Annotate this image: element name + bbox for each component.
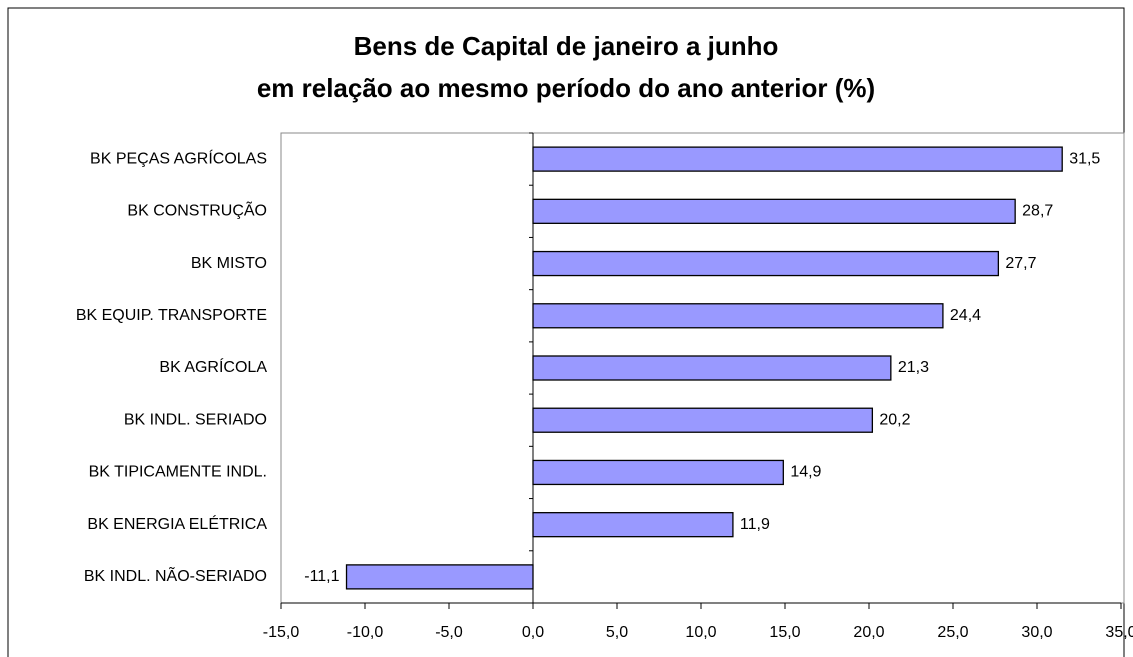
bar [532,198,1016,224]
bar [345,564,534,590]
x-tick-label: 0,0 [522,624,544,641]
bar [532,250,1000,277]
data-label: -11,1 [304,568,339,585]
data-label: 20,2 [879,411,910,428]
y-tick-label: BK INDL. NÃO-SERIADO [84,565,267,585]
data-label: 27,7 [1005,255,1036,272]
y-tick-label: BK AGRÍCOLA [159,357,267,376]
data-label: 21,3 [898,359,929,376]
y-tick-label: BK PEÇAS AGRÍCOLAS [90,148,267,167]
x-tick-label: 5,0 [606,624,628,641]
bar [532,303,944,329]
x-tick-label: 10,0 [685,624,716,641]
data-label: 11,9 [740,516,770,533]
y-tick-label: BK TIPICAMENTE INDL. [89,464,267,481]
y-tick-label: BK ENERGIA ELÉTRICA [87,514,267,533]
data-label: 24,4 [950,307,981,324]
chart-frame [7,7,1125,657]
bar [532,407,874,433]
x-tick-label: 35,0 [1105,624,1133,641]
chart-title: Bens de Capital de janeiro a junho [354,31,779,61]
x-tick-label: -15,0 [263,624,300,641]
x-tick-label: -5,0 [435,624,463,641]
bar [532,459,784,486]
y-tick-label: BK INDL. SERIADO [124,411,267,428]
data-label: 14,9 [790,464,821,481]
y-tick-label: BK CONSTRUÇÃO [127,200,267,220]
data-label: 28,7 [1022,203,1053,220]
y-tick-label: BK EQUIP. TRANSPORTE [76,307,267,324]
y-tick-label: BK MISTO [191,255,267,272]
x-tick-label: -10,0 [347,624,384,641]
data-label: 31,5 [1069,150,1100,167]
x-tick-label: 20,0 [853,624,884,641]
x-tick-label: 15,0 [769,624,800,641]
bar [532,512,734,538]
bar [532,146,1063,172]
x-tick-label: 30,0 [1021,624,1052,641]
x-tick-label: 25,0 [937,624,968,641]
bar [532,355,892,381]
chart-title: em relação ao mesmo período do ano anter… [257,73,875,103]
